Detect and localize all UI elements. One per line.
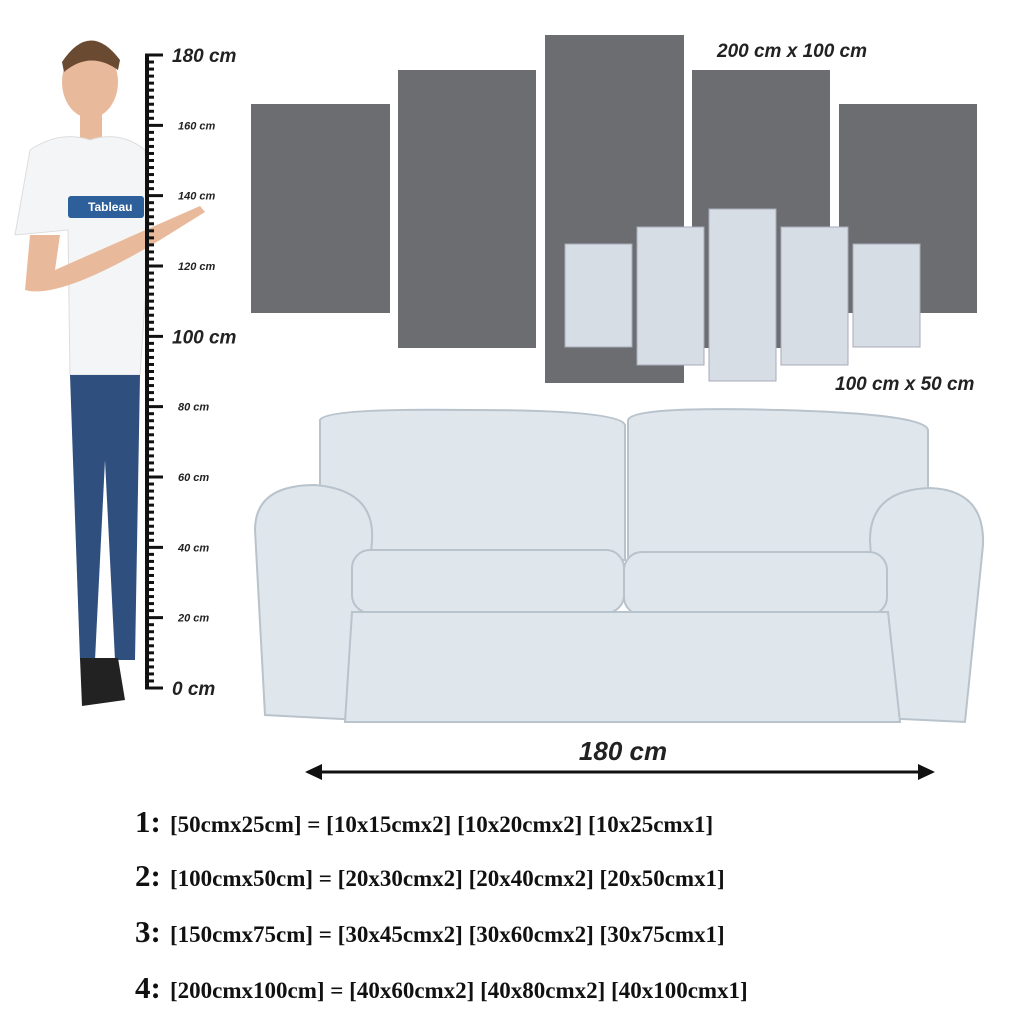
large-size: 200 cm x 100 cm <box>716 41 867 62</box>
panel <box>564 243 633 348</box>
ruler-label: 160 cm <box>178 120 216 132</box>
arm <box>25 206 205 292</box>
size-text: [150cmx75cm] = [30x45cmx2] [30x60cmx2] [… <box>170 922 725 947</box>
size-text: [200cmx100cm] = [40x60cmx2] [40x80cmx2] … <box>170 978 748 1003</box>
ruler-label: 80 cm <box>178 402 209 414</box>
seat-cushion <box>623 551 888 616</box>
ruler: 180 cm 160 cm 140 cm 120 cm 100 cm 80 cm 60 cm… <box>145 46 237 700</box>
small-size: 100 cm x 50 cm <box>835 374 975 395</box>
logo: Tableau <box>88 200 132 214</box>
ruler-label: 20 cm <box>177 613 209 625</box>
ruler-label: 40 cm <box>177 542 209 554</box>
neck <box>80 112 102 142</box>
panel <box>251 104 390 313</box>
arm-left <box>253 483 374 722</box>
panels-small <box>564 208 921 382</box>
seat-cushion <box>351 549 625 614</box>
panel <box>708 208 777 382</box>
ruler-label: 120 cm <box>178 261 216 273</box>
jeans <box>70 375 140 660</box>
hair <box>62 40 120 72</box>
ruler-label: 60 cm <box>178 472 209 484</box>
size-number: 2: <box>135 858 161 893</box>
size-number: 4: <box>135 970 161 1005</box>
shoes <box>80 658 125 706</box>
size-text: [50cmx25cm] = [10x15cmx2] [10x20cmx2] [1… <box>170 812 713 837</box>
size-number: 3: <box>135 914 161 949</box>
panel <box>636 226 705 366</box>
ruler-label: 100 cm <box>172 327 237 348</box>
size-list: 1: [50cmx25cm] = [10x15cmx2] [10x20cmx2] … <box>135 804 748 1005</box>
skirt <box>343 611 902 723</box>
size-number: 1: <box>135 804 161 839</box>
size-text: [100cmx50cm] = [20x30cmx2] [20x40cmx2] [… <box>170 866 725 891</box>
panel <box>780 226 849 366</box>
logo-badge <box>68 196 144 218</box>
arm-right <box>868 486 985 724</box>
person: Tableau <box>14 40 205 706</box>
ruler-label: 180 cm <box>172 46 237 67</box>
ruler-label: 0 cm <box>172 679 215 700</box>
ruler-label: 140 cm <box>178 191 216 203</box>
width-arrow <box>305 764 935 780</box>
panel <box>398 70 536 348</box>
sofa <box>253 408 985 724</box>
panel <box>852 243 921 348</box>
back-cushion <box>319 408 626 561</box>
width-size: 180 cm <box>579 736 667 766</box>
back-cushion <box>627 408 929 561</box>
